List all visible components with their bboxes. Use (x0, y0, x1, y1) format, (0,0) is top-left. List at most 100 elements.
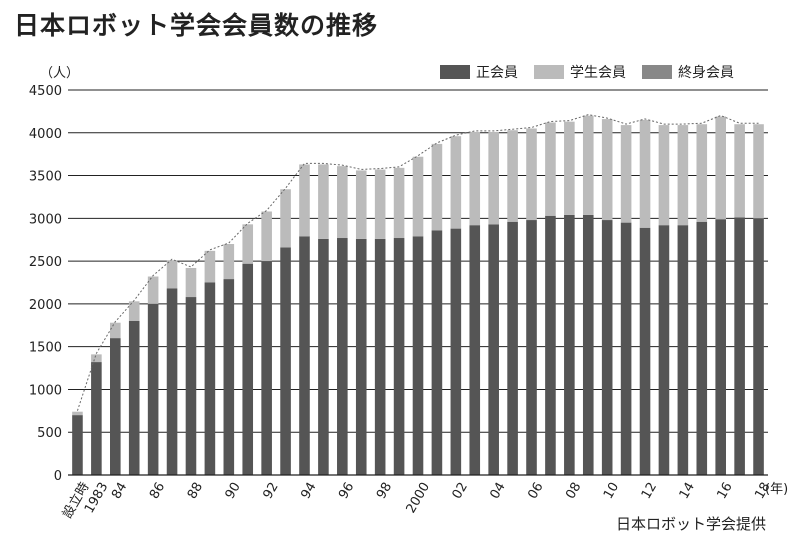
bar-regular (658, 225, 670, 475)
x-tick-label: 06 (525, 480, 546, 502)
bar-regular (374, 238, 386, 475)
bar-regular (526, 220, 537, 475)
y-tick-label: 1500 (29, 341, 62, 356)
y-tick-label: 4000 (29, 127, 62, 142)
bar-regular (204, 282, 216, 475)
legend-swatch-life (642, 65, 672, 79)
y-tick-label: 500 (37, 426, 62, 441)
bar-regular (412, 236, 424, 475)
bar-regular (91, 362, 102, 475)
bar-student (469, 131, 481, 226)
y-tick-label: 1000 (29, 383, 62, 398)
legend-item-student: 学生会員 (534, 62, 626, 82)
bar-regular (72, 415, 83, 475)
bar-student (204, 250, 216, 283)
bar-regular (507, 221, 518, 475)
bar-student (601, 119, 613, 221)
x-tick-label: 02 (450, 480, 471, 502)
bar-student (658, 125, 670, 226)
bar-student (545, 122, 556, 216)
bar-student (696, 124, 708, 222)
y-tick-label: 2500 (29, 255, 62, 270)
bar-student (261, 211, 272, 262)
x-tick-label: 10 (601, 480, 622, 502)
x-tick-label: 98 (374, 480, 395, 502)
y-tick-label: 2000 (29, 298, 62, 313)
bar-student (526, 128, 537, 221)
bar-regular (677, 225, 689, 475)
x-tick-label: 14 (677, 480, 698, 502)
x-tick-label: 84 (109, 480, 130, 502)
bar-student (242, 224, 254, 264)
bar-student (110, 322, 121, 339)
x-tick-label: 18 (752, 480, 773, 502)
bar-regular (147, 303, 159, 475)
bar-student (715, 116, 726, 220)
x-tick-label: 90 (223, 480, 244, 502)
bar-student (299, 164, 310, 237)
bar-regular (469, 225, 481, 475)
bar-regular (639, 227, 651, 475)
x-tick-label: 86 (147, 480, 168, 502)
bar-student (374, 169, 386, 239)
x-tick-label: 12 (639, 480, 660, 502)
bar-student (223, 244, 235, 280)
bar-student (488, 131, 499, 225)
bar-student (564, 121, 575, 215)
x-axis-unit-label: (年) (765, 482, 789, 497)
bar-student (72, 411, 83, 416)
bar-regular (620, 222, 632, 475)
legend-item-life: 終身会員 (642, 62, 734, 82)
bar-regular (280, 247, 291, 475)
bar-regular (431, 230, 443, 475)
bar-student (147, 276, 159, 304)
bar-student (677, 125, 689, 226)
bar-regular (450, 228, 462, 475)
bar-student (91, 354, 102, 363)
bar-regular (488, 224, 499, 475)
bar-regular (185, 297, 197, 475)
total-trend-line (76, 114, 759, 411)
x-tick-label: 96 (336, 480, 357, 502)
bar-student (431, 143, 443, 231)
bar-regular (299, 236, 310, 475)
bar-student (507, 130, 518, 222)
bar-student (734, 124, 745, 218)
bar-regular (242, 263, 254, 475)
bar-student (412, 156, 424, 237)
source-credit: 日本ロボット学会提供 (615, 515, 766, 533)
bar-student (639, 119, 651, 228)
bar-student (393, 167, 405, 239)
legend: 正会員 学生会員 終身会員 (440, 62, 734, 82)
bar-student (166, 260, 178, 289)
bar-regular (166, 288, 178, 475)
bar-regular (545, 215, 556, 475)
bar-student (337, 166, 348, 239)
bar-regular (582, 214, 594, 475)
x-tick-label: 92 (260, 480, 281, 502)
bar-regular (564, 214, 575, 475)
legend-swatch-student (534, 65, 564, 79)
bar-student (185, 267, 197, 298)
bar-student (128, 301, 140, 321)
x-tick-label: 04 (487, 480, 508, 502)
bar-student (753, 124, 764, 219)
y-tick-label: 0 (54, 469, 62, 484)
y-tick-label: 3500 (29, 170, 62, 185)
legend-label-life: 終身会員 (678, 65, 734, 81)
y-axis-unit-label: （人） (40, 66, 80, 81)
bar-regular (318, 238, 329, 475)
legend-label-regular: 正会員 (476, 65, 518, 81)
x-tick-label: 94 (298, 480, 319, 502)
bar-regular (110, 338, 121, 475)
y-tick-label: 3000 (29, 212, 62, 227)
bar-regular (223, 279, 235, 475)
bar-regular (128, 321, 140, 475)
bar-regular (601, 220, 613, 475)
x-tick-label: 2000 (404, 480, 434, 516)
bar-student (280, 189, 291, 248)
bar-regular (734, 217, 745, 475)
bar-regular (261, 261, 272, 475)
x-tick-label: 88 (185, 480, 206, 502)
